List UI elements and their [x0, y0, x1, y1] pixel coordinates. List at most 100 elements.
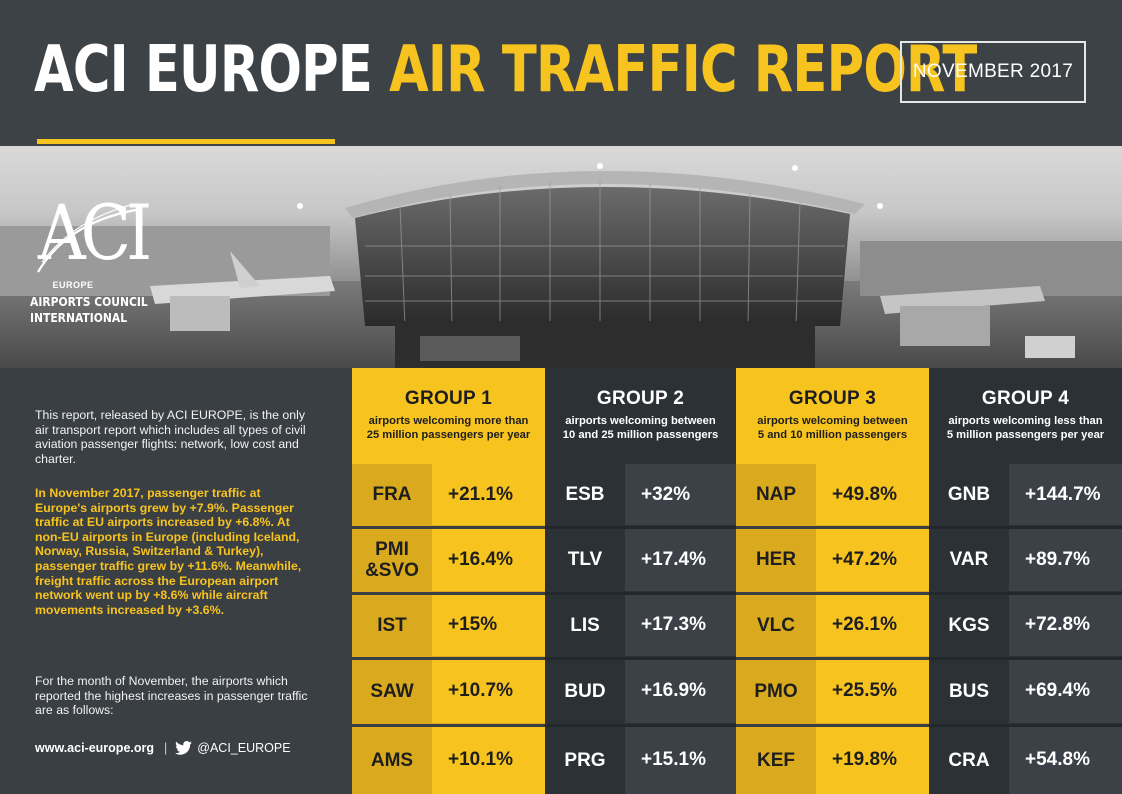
- airport-row: PMI &SVO +16.4%: [352, 528, 545, 591]
- airport-row: AMS +10.1%: [352, 726, 545, 794]
- growth-value: +69.4%: [1009, 659, 1122, 723]
- growth-value: +54.8%: [1009, 726, 1122, 794]
- airport-code: PMO: [736, 659, 816, 723]
- airport-groups: GROUP 1 airports welcoming more than 25 mi…: [352, 368, 1122, 794]
- airport-code: LIS: [545, 594, 625, 656]
- title-report: AIR TRAFFIC REPORT: [389, 33, 977, 107]
- airport-code: ESB: [545, 464, 625, 525]
- row-divider: [736, 526, 929, 529]
- website-link[interactable]: www.aci-europe.org: [35, 741, 155, 755]
- airport-code: VLC: [736, 594, 816, 656]
- row-divider: [352, 592, 545, 595]
- growth-value: +10.7%: [432, 659, 545, 723]
- growth-value: +25.5%: [816, 659, 929, 723]
- airport-code: BUS: [929, 659, 1009, 723]
- report-header: ACI EUROPE AIR TRAFFIC REPORT NOVEMBER 2…: [0, 0, 1122, 146]
- group-column-3: GROUP 3 airports welcoming between 5 and 1…: [736, 368, 929, 794]
- intro-paragraph: This report, released by ACI EUROPE, is …: [35, 408, 306, 466]
- group-title: GROUP 3: [788, 388, 877, 409]
- group-description: airports welcoming between 5 and 10 milli…: [736, 414, 929, 442]
- row-divider: [736, 592, 929, 595]
- logo-name-line1: AIRPORTS COUNCIL: [30, 294, 148, 309]
- row-divider: [545, 657, 736, 660]
- group-description-line1: airports welcoming more than: [368, 415, 529, 427]
- highlight-paragraph: In November 2017, passenger traffic at E…: [35, 486, 302, 617]
- report-title: ACI EUROPE AIR TRAFFIC REPORT: [34, 30, 977, 110]
- group-title: GROUP 2: [596, 388, 685, 409]
- footer-separator: |: [164, 741, 168, 755]
- twitter-handle[interactable]: @ACI_EUROPE: [197, 741, 291, 755]
- airport-code: FRA: [352, 464, 432, 525]
- airport-code: TLV: [545, 528, 625, 591]
- airport-row: SAW +10.7%: [352, 659, 545, 723]
- report-date: NOVEMBER 2017: [900, 41, 1086, 103]
- growth-value: +89.7%: [1009, 528, 1122, 591]
- growth-value: +21.1%: [432, 464, 545, 525]
- group-header: GROUP 3 airports welcoming between 5 and 1…: [736, 368, 929, 464]
- airport-code: PRG: [545, 726, 625, 794]
- intro-closing-paragraph: For the month of November, the airports …: [35, 674, 308, 718]
- group-description-line2: 5 and 10 million passengers: [757, 429, 908, 441]
- logo-name: AIRPORTS COUNCIL INTERNATIONAL: [30, 294, 148, 326]
- airport-row: KGS +72.8%: [929, 594, 1122, 656]
- airport-row: KEF +19.8%: [736, 726, 929, 794]
- airport-row: CRA +54.8%: [929, 726, 1122, 794]
- group-description-line1: airports welcoming between: [565, 415, 716, 427]
- terminal-illustration: [0, 163, 1122, 368]
- row-divider: [929, 526, 1122, 529]
- growth-value: +47.2%: [816, 528, 929, 591]
- growth-value: +17.4%: [625, 528, 736, 591]
- row-divider: [736, 724, 929, 727]
- group-description-line2: 10 and 25 million passengers: [562, 429, 719, 441]
- airport-code: KEF: [736, 726, 816, 794]
- title-org: ACI EUROPE: [34, 33, 373, 107]
- row-divider: [929, 657, 1122, 660]
- airport-code: PMI &SVO: [352, 528, 432, 591]
- airport-code: GNB: [929, 464, 1009, 525]
- growth-value: +10.1%: [432, 726, 545, 794]
- aci-europe-logo: ACI EUROPE AIRPORTS COUNCIL INTERNATIONA…: [28, 182, 152, 337]
- row-divider: [352, 724, 545, 727]
- airport-row: HER +47.2%: [736, 528, 929, 591]
- growth-value: +16.9%: [625, 659, 736, 723]
- group-header: GROUP 1 airports welcoming more than 25 mi…: [352, 368, 545, 464]
- growth-value: +49.8%: [816, 464, 929, 525]
- row-divider: [352, 526, 545, 529]
- airport-row: ESB +32%: [545, 464, 736, 525]
- airport-row: NAP +49.8%: [736, 464, 929, 525]
- airport-code: NAP: [736, 464, 816, 525]
- group-header: GROUP 4 airports welcoming less than 5 mil…: [929, 368, 1122, 464]
- intro-panel: This report, released by ACI EUROPE, is …: [0, 368, 352, 794]
- growth-value: +16.4%: [432, 528, 545, 591]
- group-header: GROUP 2 airports welcoming between 10 and …: [545, 368, 736, 464]
- airport-row: LIS +17.3%: [545, 594, 736, 656]
- group-column-2: GROUP 2 airports welcoming between 10 and …: [545, 368, 736, 794]
- group-description: airports welcoming more than 25 million p…: [352, 414, 545, 442]
- airport-code: KGS: [929, 594, 1009, 656]
- airport-row: BUS +69.4%: [929, 659, 1122, 723]
- logo-name-line2: INTERNATIONAL: [30, 310, 128, 325]
- airport-terminal-photo: [0, 146, 1122, 368]
- growth-value: +15%: [432, 594, 545, 656]
- group-description-line1: airports welcoming less than: [948, 415, 1103, 427]
- group-column-4: GROUP 4 airports welcoming less than 5 mil…: [929, 368, 1122, 794]
- title-underline: [37, 139, 335, 144]
- airport-code: VAR: [929, 528, 1009, 591]
- airport-code: AMS: [352, 726, 432, 794]
- growth-value: +144.7%: [1009, 464, 1122, 525]
- airport-row: VAR +89.7%: [929, 528, 1122, 591]
- airport-code: BUD: [545, 659, 625, 723]
- airport-row: GNB +144.7%: [929, 464, 1122, 525]
- footer: www.aci-europe.org | @ACI_EUROPE: [35, 741, 291, 755]
- group-description: airports welcoming less than 5 million pa…: [929, 414, 1122, 442]
- twitter-bird-icon[interactable]: [175, 741, 193, 755]
- group-description: airports welcoming between 10 and 25 mill…: [545, 414, 736, 442]
- group-description-line2: 5 million passengers per year: [946, 429, 1105, 441]
- airport-row: BUD +16.9%: [545, 659, 736, 723]
- row-divider: [352, 657, 545, 660]
- row-divider: [545, 724, 736, 727]
- group-description-line2: 25 million passengers per year: [366, 429, 531, 441]
- growth-value: +15.1%: [625, 726, 736, 794]
- growth-value: +72.8%: [1009, 594, 1122, 656]
- airport-row: PMO +25.5%: [736, 659, 929, 723]
